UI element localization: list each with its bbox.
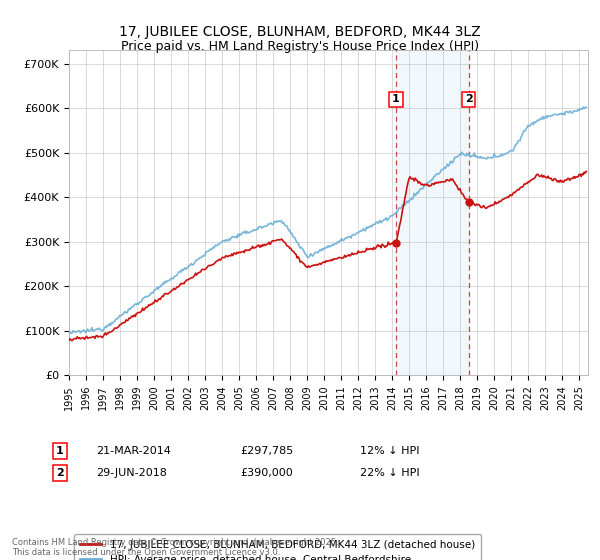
Text: £390,000: £390,000 [240, 468, 293, 478]
Bar [396, 50, 469, 375]
Text: £297,785: £297,785 [240, 446, 293, 456]
Text: 1: 1 [56, 446, 64, 456]
Text: Price paid vs. HM Land Registry's House Price Index (HPI): Price paid vs. HM Land Registry's House … [121, 40, 479, 53]
Text: 29-JUN-2018: 29-JUN-2018 [96, 468, 167, 478]
Text: 12% ↓ HPI: 12% ↓ HPI [360, 446, 419, 456]
Text: Contains HM Land Registry data © Crown copyright and database right 2025.
This d: Contains HM Land Registry data © Crown c… [12, 538, 338, 557]
Text: 22% ↓ HPI: 22% ↓ HPI [360, 468, 419, 478]
Text: 17, JUBILEE CLOSE, BLUNHAM, BEDFORD, MK44 3LZ: 17, JUBILEE CLOSE, BLUNHAM, BEDFORD, MK4… [119, 25, 481, 39]
Text: 21-MAR-2014: 21-MAR-2014 [96, 446, 171, 456]
Text: 2: 2 [56, 468, 64, 478]
Legend: 17, JUBILEE CLOSE, BLUNHAM, BEDFORD, MK44 3LZ (detached house), HPI: Average pri: 17, JUBILEE CLOSE, BLUNHAM, BEDFORD, MK4… [74, 534, 481, 560]
Text: 2: 2 [465, 94, 473, 104]
Text: 1: 1 [392, 94, 400, 104]
